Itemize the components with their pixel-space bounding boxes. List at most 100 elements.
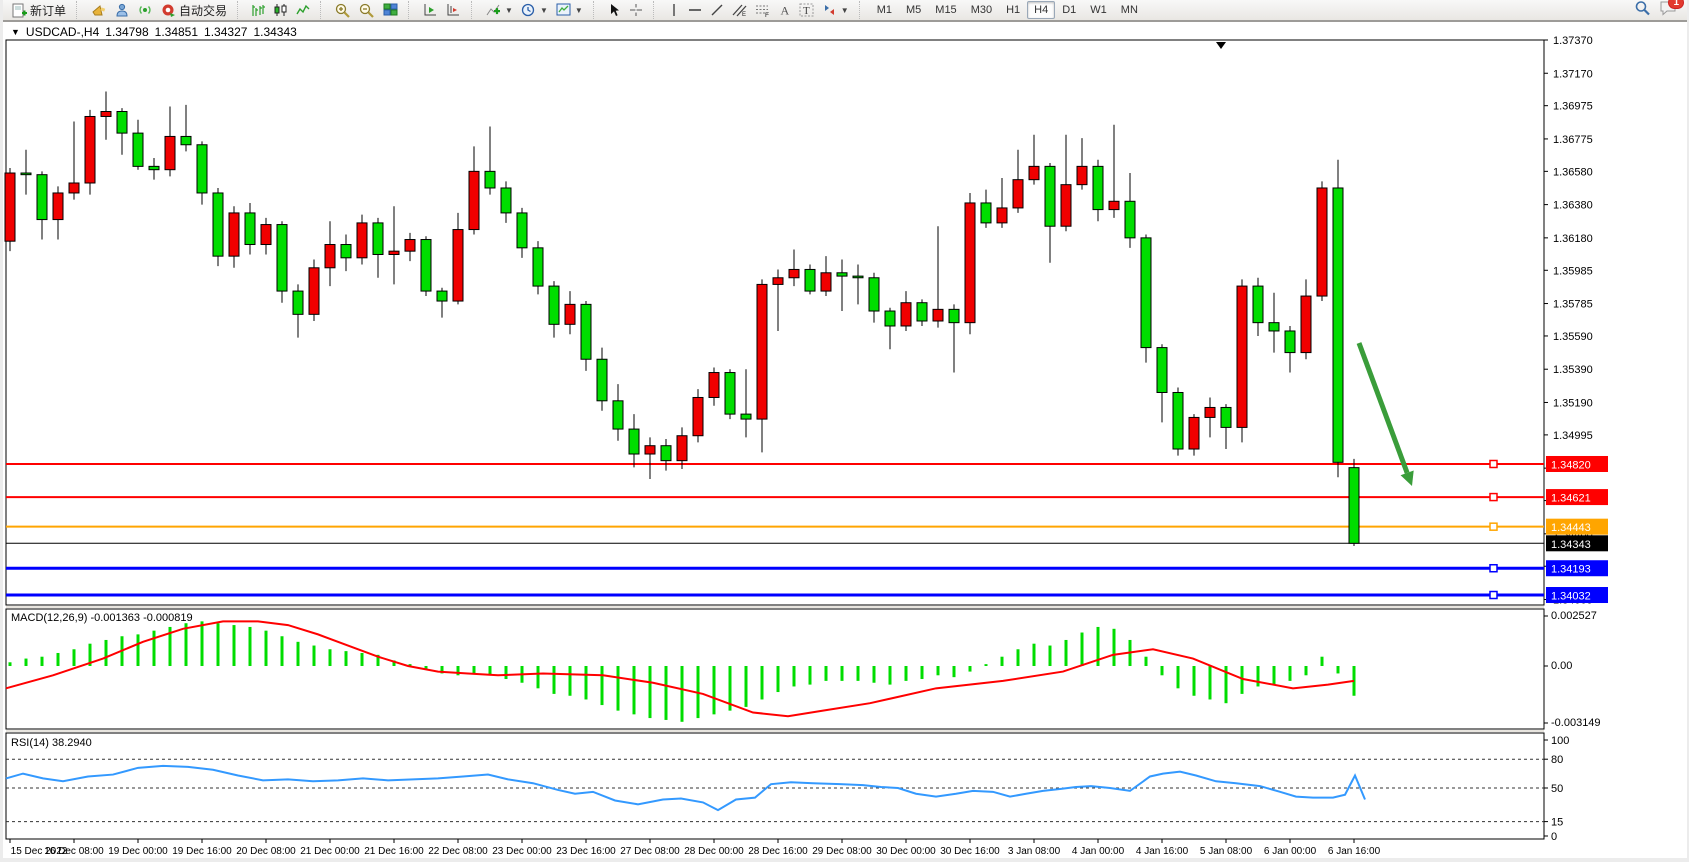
- candlestick-button[interactable]: [270, 0, 292, 20]
- timeframe-h1[interactable]: H1: [1006, 4, 1021, 16]
- candle-body: [964, 202, 976, 324]
- hline-marker[interactable]: [1489, 492, 1498, 502]
- channel-tool-button[interactable]: E: [728, 0, 751, 20]
- panel-splitter[interactable]: [6, 730, 1544, 732]
- vline-tool-button[interactable]: [664, 0, 684, 20]
- time-label: 5 Jan 08:00: [1200, 846, 1253, 857]
- auto-trading-button[interactable]: 自动交易: [157, 0, 231, 20]
- shapes-tool-button[interactable]: ▼: [818, 0, 853, 20]
- tile-windows-button[interactable]: [379, 0, 402, 20]
- chart-shift-button[interactable]: [442, 0, 465, 20]
- chart-canvas: 1.37370 1.37170 1.36975 1.36775 1.36580 1.363…: [4, 35, 1608, 857]
- timeframe-m1[interactable]: M1: [876, 4, 892, 16]
- candle-body: [1284, 330, 1296, 354]
- text-icon: A: [778, 3, 791, 18]
- candle-body: [1124, 200, 1136, 239]
- arrow-head[interactable]: [1400, 470, 1414, 486]
- zoom-out-icon: [359, 3, 375, 18]
- periods-icon: [521, 3, 536, 17]
- candle-body: [852, 275, 864, 279]
- community-button[interactable]: [111, 0, 134, 20]
- indicators-button[interactable]: ▼: [482, 0, 517, 20]
- periods-button[interactable]: ▼: [517, 0, 552, 20]
- zoom-in-button[interactable]: [331, 0, 355, 20]
- hline-objects: [6, 459, 1544, 600]
- candle-body: [164, 135, 176, 171]
- bar-chart-button[interactable]: [248, 0, 270, 20]
- rsi-axis-label: 100: [1551, 735, 1569, 747]
- text-label-tool-button[interactable]: T: [795, 0, 818, 20]
- candle-body: [420, 239, 432, 292]
- line-chart-button[interactable]: [292, 0, 314, 20]
- macd-panel[interactable]: [5, 608, 1545, 730]
- toolbar-separator: [237, 1, 242, 19]
- bar-chart-icon: [252, 3, 266, 17]
- new-order-icon: [12, 3, 27, 18]
- rsi-axis-label: 15: [1551, 817, 1563, 829]
- candle-body: [1060, 184, 1072, 227]
- channel-icon: E: [732, 3, 747, 17]
- one-click-collapse-arrow[interactable]: ▼: [11, 27, 20, 37]
- main-chart-panel[interactable]: [5, 39, 1545, 606]
- time-label: 20 Dec 08:00: [236, 846, 296, 857]
- trendline-tool-button[interactable]: [706, 0, 728, 20]
- candle-body: [788, 268, 800, 279]
- panel-splitter[interactable]: [6, 606, 1544, 608]
- price-tick-label: 1.35190: [1553, 397, 1593, 409]
- templates-button[interactable]: ▼: [552, 0, 587, 20]
- price-badge-label: 1.34343: [1551, 539, 1591, 551]
- timeframe-m5[interactable]: M5: [906, 4, 922, 16]
- hline-marker[interactable]: [1489, 590, 1498, 600]
- candle-body: [660, 445, 672, 462]
- candle-body: [884, 310, 896, 327]
- signal-button[interactable]: [134, 0, 157, 20]
- templates-icon: [556, 3, 571, 17]
- text-tool-button[interactable]: A: [774, 0, 795, 20]
- candle-body: [756, 283, 768, 420]
- market-horn-icon: [91, 3, 107, 17]
- rsi-axis-label: 80: [1551, 754, 1563, 766]
- timeframe-d1[interactable]: D1: [1062, 4, 1077, 16]
- trend-arrow-annotation[interactable]: [1356, 342, 1414, 486]
- timeframe-group: M1 M5 M15 M30 H1 H4 D1 W1 MN: [867, 0, 1148, 21]
- time-label: 6 Jan 00:00: [1264, 846, 1317, 857]
- auto-scroll-button[interactable]: [419, 0, 442, 20]
- candle-body: [148, 165, 160, 171]
- candle-body: [100, 110, 112, 117]
- search-icon[interactable]: [1634, 0, 1651, 21]
- fibonacci-tool-button[interactable]: F: [751, 0, 774, 20]
- arrow-shaft[interactable]: [1356, 342, 1410, 474]
- candle-body: [324, 244, 336, 269]
- hline-marker[interactable]: [1489, 522, 1498, 531]
- cursor-button[interactable]: [604, 0, 625, 20]
- chevron-down-icon: ▼: [574, 5, 583, 15]
- timeframe-w1[interactable]: W1: [1090, 4, 1107, 16]
- new-order-button[interactable]: 新订单: [8, 0, 70, 20]
- hline-marker[interactable]: [1489, 459, 1498, 469]
- candle-body: [644, 445, 656, 455]
- time-label: 15 Dec 2022: [11, 846, 68, 857]
- timeframe-m15[interactable]: M15: [935, 4, 957, 16]
- chat-button[interactable]: 1: [1659, 0, 1684, 21]
- rsi-panel[interactable]: [5, 732, 1545, 840]
- candle-body: [692, 396, 704, 437]
- price-badge: [1546, 535, 1608, 552]
- time-label: 21 Dec 16:00: [364, 846, 424, 857]
- rsi-axis-label: 0: [1551, 831, 1557, 843]
- vline-icon: [668, 3, 680, 17]
- time-label: 19 Dec 16:00: [172, 846, 232, 857]
- timeframe-m30[interactable]: M30: [970, 4, 993, 16]
- price-tick-label: 1.36580: [1553, 166, 1593, 178]
- hline-tool-button[interactable]: [684, 0, 706, 20]
- crosshair-button[interactable]: [625, 0, 647, 20]
- hline-marker[interactable]: [1489, 563, 1498, 573]
- candle-body: [484, 170, 496, 189]
- candle-body: [1204, 406, 1216, 418]
- market-button[interactable]: [87, 0, 111, 20]
- timeframe-h4[interactable]: H4: [1027, 1, 1056, 19]
- zoom-out-button[interactable]: [355, 0, 379, 20]
- fibonacci-icon: F: [755, 3, 770, 17]
- timeframe-mn[interactable]: MN: [1120, 4, 1138, 16]
- candle-body: [372, 222, 384, 255]
